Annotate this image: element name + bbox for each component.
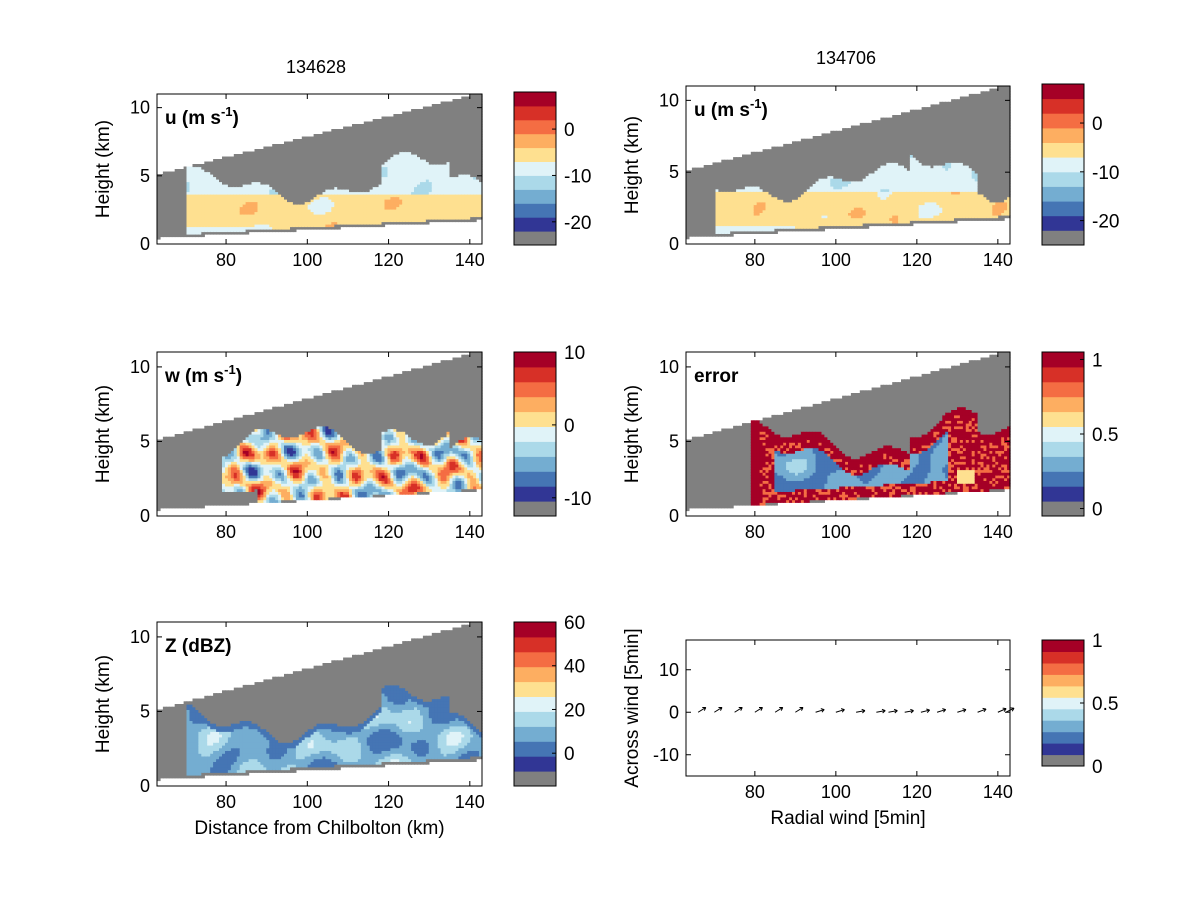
left-column-title: 134628: [286, 57, 346, 77]
figure-canvas: 134628 134706 u (m s-1)80 100 120 1400510He…: [0, 0, 1200, 900]
right-column-title: 134706: [816, 48, 876, 68]
